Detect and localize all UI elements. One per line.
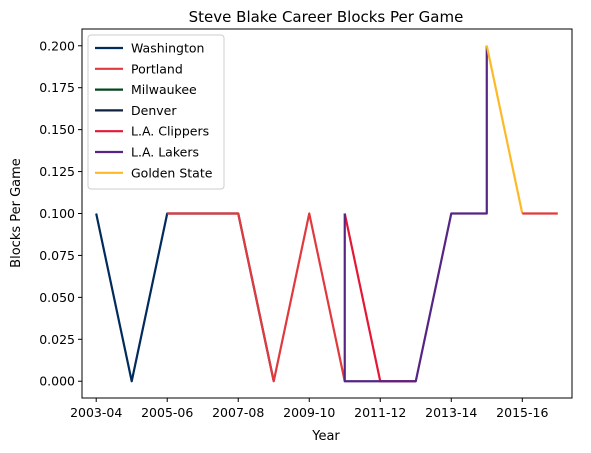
legend-label: Golden State xyxy=(131,165,213,180)
y-tick-label: 0.000 xyxy=(39,374,75,389)
legend-box xyxy=(87,34,225,190)
legend-label: Denver xyxy=(131,103,177,118)
y-tick-label: 0.075 xyxy=(39,248,75,263)
legend-label: Milwaukee xyxy=(131,82,197,97)
series-line xyxy=(343,45,488,383)
legend-label: Portland xyxy=(131,61,183,76)
y-tick-label: 0.150 xyxy=(39,122,75,137)
x-tick-label: 2011-12 xyxy=(354,405,406,420)
x-tick-label: 2003-04 xyxy=(70,405,122,420)
legend-label: L.A. Lakers xyxy=(131,145,199,160)
x-axis: 2003-04 2005-06 2007-08 2009-10 2011-12 2013-… xyxy=(70,398,548,420)
legend-label: Washington xyxy=(131,41,204,56)
series-line xyxy=(167,212,346,383)
legend-label: L.A. Clippers xyxy=(131,124,209,139)
y-tick-label: 0.200 xyxy=(39,38,75,53)
x-tick-label: 2013-14 xyxy=(425,405,477,420)
plot-lines xyxy=(95,45,558,383)
y-tick-label: 0.100 xyxy=(39,206,75,221)
series-line xyxy=(485,45,524,214)
y-tick-label: 0.050 xyxy=(39,290,75,305)
x-tick-label: 2009-10 xyxy=(283,405,335,420)
x-tick-label: 2005-06 xyxy=(141,405,193,420)
legend: Washington Portland Milwaukee Denver L.A. Cl… xyxy=(87,34,225,190)
y-axis-title: Blocks Per Game xyxy=(9,158,24,268)
chart-title: Steve Blake Career Blocks Per Game xyxy=(189,8,464,26)
y-tick-label: 0.025 xyxy=(39,332,75,347)
x-axis-title: Year xyxy=(311,429,340,444)
y-tick-label: 0.175 xyxy=(39,80,75,95)
y-axis: 0.000 0.025 0.050 0.075 0.100 0.125 0.150 0.175… xyxy=(39,38,82,389)
y-tick-label: 0.125 xyxy=(39,164,75,179)
x-tick-label: 2015-16 xyxy=(496,405,548,420)
x-tick-label: 2007-08 xyxy=(212,405,264,420)
